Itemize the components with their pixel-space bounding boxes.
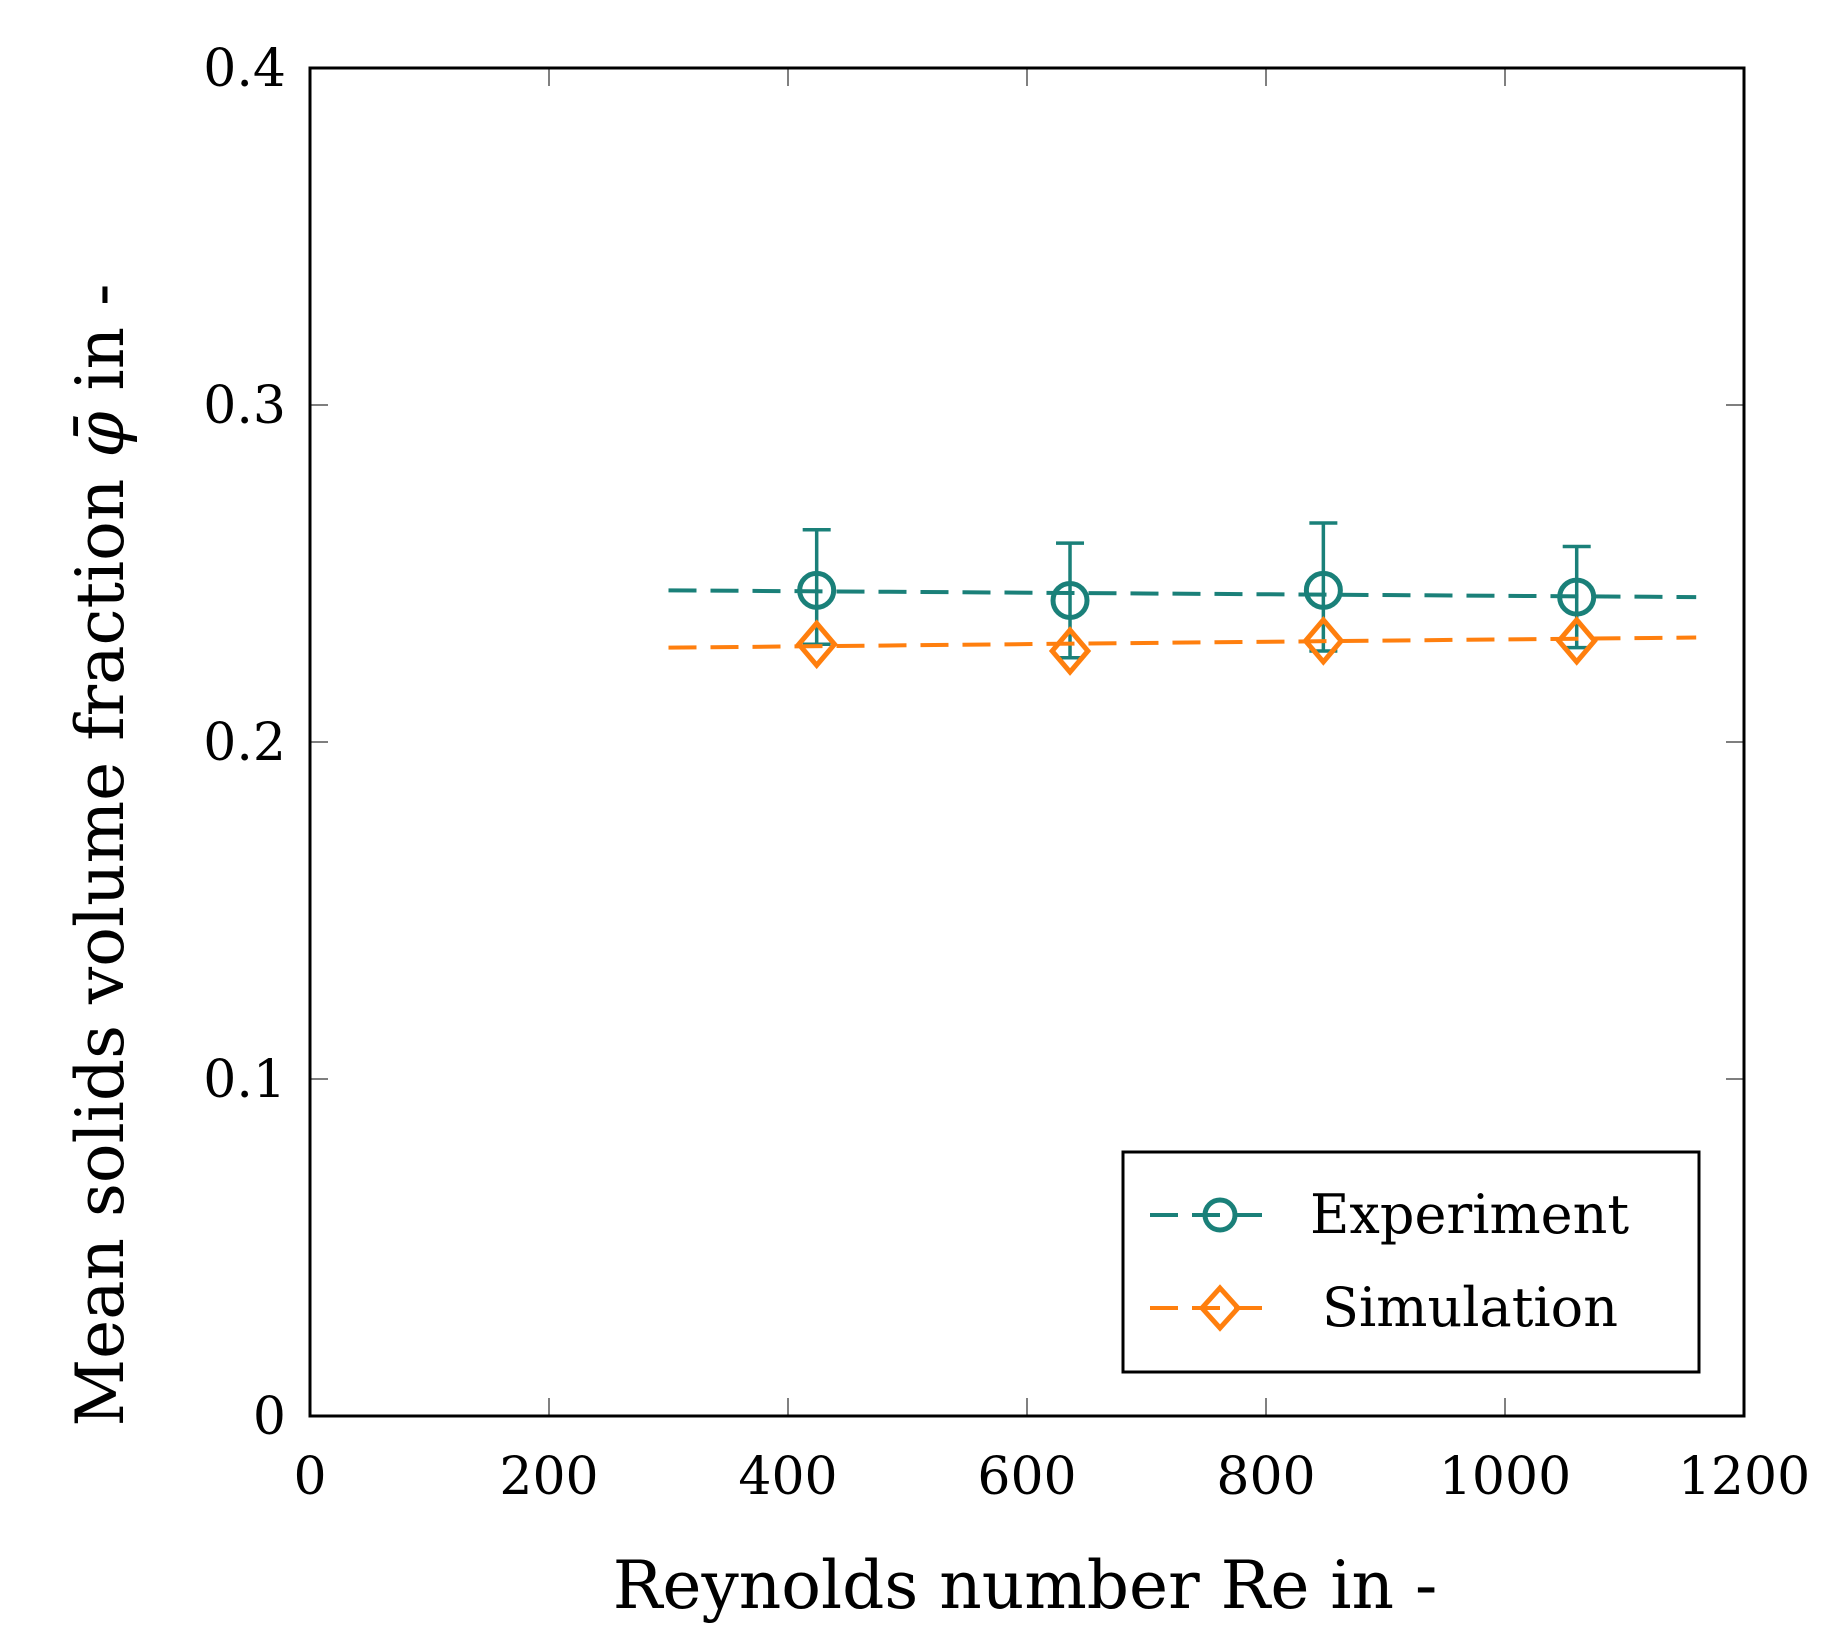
data-point-simulation xyxy=(1555,616,1598,666)
y-tick-label: 0.3 xyxy=(203,376,286,436)
y-tick-label: 0.2 xyxy=(203,713,286,773)
x-tick-label: 1200 xyxy=(1678,1447,1810,1507)
plot-frame xyxy=(308,66,1746,1418)
data-point-simulation xyxy=(795,619,838,670)
y-axis-title-symbol: φ̄ xyxy=(62,411,139,457)
x-tick-label: 200 xyxy=(499,1447,598,1507)
svg-text:Mean solids volume fraction φ̄: Mean solids volume fraction φ̄ in - xyxy=(62,284,139,1427)
x-axis-title: Reynolds number Re in - xyxy=(613,1547,1438,1624)
y-axis-title: Mean solids volume fraction φ̄ in - xyxy=(62,284,139,1427)
x-tick-label: 600 xyxy=(977,1447,1076,1507)
y-axis-title-prefix: Mean solids volume fraction xyxy=(62,458,139,1427)
legend-marker-diamond xyxy=(1198,1284,1242,1332)
legend: Experiment Simulation xyxy=(1121,1150,1701,1374)
data-point-experiment xyxy=(1050,580,1090,620)
series-simulation xyxy=(668,616,1697,676)
legend-entry-simulation: Simulation xyxy=(1150,1276,1618,1339)
legend-label-simulation: Simulation xyxy=(1322,1276,1618,1339)
y-tick-label: 0.1 xyxy=(203,1050,286,1110)
y-tick-label: 0 xyxy=(253,1387,286,1447)
fit-line-simulation xyxy=(668,635,1697,650)
tick-labels: 0 200 400 600 800 1000 1200 0 0.1 0.2 0.3 0.4 xyxy=(203,39,1810,1507)
legend-marker-circle xyxy=(1202,1197,1238,1233)
legend-box xyxy=(1121,1150,1701,1374)
y-axis-title-suffix: in - xyxy=(62,284,139,412)
y-tick-label: 0.4 xyxy=(203,39,286,99)
x-tick-label: 400 xyxy=(738,1447,837,1507)
legend-label-experiment: Experiment xyxy=(1310,1183,1629,1246)
x-tick-label: 800 xyxy=(1216,1447,1315,1507)
series-layer xyxy=(668,521,1697,676)
fit-line-experiment xyxy=(668,588,1697,600)
data-point-experiment xyxy=(1303,570,1343,610)
data-point-simulation xyxy=(1048,626,1092,676)
data-point-experiment xyxy=(1557,577,1597,617)
x-tick-label: 1000 xyxy=(1439,1447,1571,1507)
data-point-simulation xyxy=(1302,616,1345,666)
data-point-experiment xyxy=(797,570,837,610)
legend-entry-experiment: Experiment xyxy=(1150,1183,1629,1246)
x-tick-label: 0 xyxy=(293,1447,326,1507)
